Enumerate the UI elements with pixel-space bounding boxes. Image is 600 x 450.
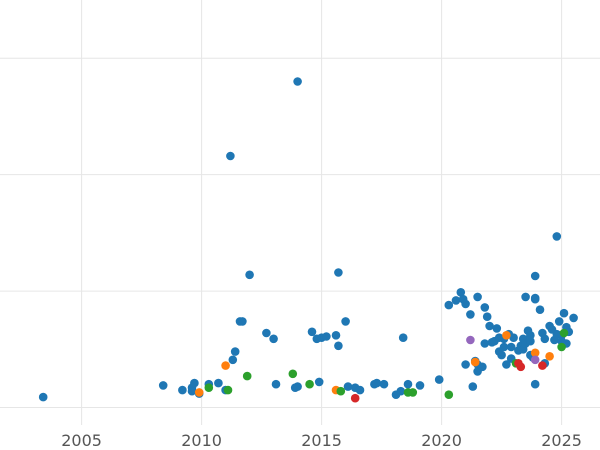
data-point-blue-83	[552, 232, 562, 241]
data-point-red-2	[538, 361, 547, 370]
data-point-blue-72	[526, 336, 535, 346]
data-point-blue-22	[307, 327, 317, 337]
data-point-blue-35	[372, 378, 382, 388]
data-point-blue-27	[331, 331, 341, 340]
data-point-orange-1	[221, 361, 230, 370]
data-point-blue-15	[245, 270, 254, 280]
data-point-blue-18	[271, 379, 281, 389]
data-point-green-11	[559, 328, 569, 338]
data-point-blue-53	[480, 303, 490, 312]
data-point-blue-28	[334, 268, 343, 277]
data-point-blue-49	[468, 382, 478, 391]
data-point-blue-47	[461, 299, 470, 309]
data-point-purple-1	[530, 355, 540, 365]
data-point-blue-33	[355, 385, 365, 395]
data-point-blue-26	[322, 332, 331, 341]
data-point-green-3	[288, 369, 298, 379]
data-point-blue-14	[238, 317, 247, 326]
x-tick-label-3: 2020	[421, 431, 462, 450]
data-point-blue-54	[482, 312, 492, 322]
data-point-blue-5	[190, 378, 199, 388]
data-point-blue-4	[187, 386, 197, 396]
data-point-green-0	[204, 383, 214, 393]
data-point-blue-43	[444, 300, 454, 310]
data-point-blue-10	[226, 151, 235, 161]
data-point-blue-39	[398, 333, 408, 343]
x-tick-label-0: 2005	[61, 431, 102, 450]
data-point-blue-93	[502, 360, 511, 369]
data-point-orange-4	[502, 331, 511, 340]
data-point-blue-48	[466, 310, 475, 319]
data-point-green-5	[336, 386, 346, 396]
data-point-blue-31	[343, 382, 353, 391]
data-point-orange-0	[194, 388, 204, 397]
data-point-blue-40	[403, 379, 413, 389]
data-point-orange-5	[530, 348, 540, 358]
data-point-blue-99	[552, 329, 562, 339]
data-point-red-3	[516, 362, 526, 372]
data-point-blue-104	[530, 379, 540, 389]
data-point-blue-36	[379, 379, 389, 389]
data-point-blue-65	[509, 333, 518, 343]
data-point-blue-79	[540, 334, 550, 344]
data-point-green-2	[242, 371, 252, 381]
data-point-blue-63	[506, 342, 516, 352]
data-point-blue-41	[415, 381, 425, 390]
data-point-blue-52	[473, 292, 482, 302]
data-point-blue-11	[228, 355, 238, 365]
data-point-blue-91	[461, 360, 470, 369]
data-point-red-0	[350, 393, 360, 403]
data-point-blue-30	[341, 317, 350, 326]
data-point-blue-77	[535, 305, 545, 315]
data-point-blue-16	[262, 328, 271, 338]
data-point-blue-8	[214, 378, 223, 388]
data-point-blue-45	[456, 288, 466, 297]
data-point-orange-6	[545, 352, 554, 361]
data-point-blue-21	[293, 77, 302, 86]
data-point-blue-58	[492, 324, 502, 333]
data-point-blue-0	[38, 392, 48, 402]
data-point-green-1	[223, 385, 233, 395]
data-point-green-8	[444, 390, 454, 400]
data-point-blue-24	[314, 377, 324, 387]
data-point-blue-1	[158, 381, 168, 390]
data-point-purple-0	[466, 335, 475, 345]
data-point-blue-12	[230, 347, 240, 356]
data-point-blue-74	[526, 331, 535, 340]
data-point-blue-92	[478, 362, 487, 372]
data-point-blue-96	[530, 294, 540, 304]
data-point-blue-17	[269, 334, 278, 344]
data-point-blue-44	[451, 296, 461, 305]
data-point-blue-29	[334, 341, 343, 351]
data-point-blue-38	[396, 386, 406, 396]
data-point-green-7	[408, 388, 418, 397]
data-point-blue-2	[178, 385, 187, 395]
x-axis-ticks: 2005 2010 2015 2020 2025	[61, 431, 582, 450]
grid	[0, 0, 600, 425]
x-tick-label-2: 2015	[301, 431, 342, 450]
data-point-blue-86	[559, 308, 569, 318]
data-points	[38, 77, 578, 403]
data-point-blue-89	[569, 313, 578, 323]
data-point-green-4	[305, 379, 314, 389]
data-point-blue-103	[494, 347, 504, 356]
data-point-orange-3	[470, 357, 480, 367]
data-point-blue-97	[521, 292, 530, 302]
x-tick-label-4: 2025	[541, 431, 582, 450]
data-point-blue-84	[554, 317, 564, 326]
data-point-blue-20	[293, 382, 302, 391]
data-point-green-10	[557, 342, 566, 352]
data-point-blue-55	[485, 321, 494, 331]
data-point-blue-42	[434, 375, 444, 384]
data-point-blue-95	[530, 271, 540, 281]
x-tick-label-1: 2010	[181, 431, 222, 450]
data-point-blue-102	[480, 339, 490, 348]
